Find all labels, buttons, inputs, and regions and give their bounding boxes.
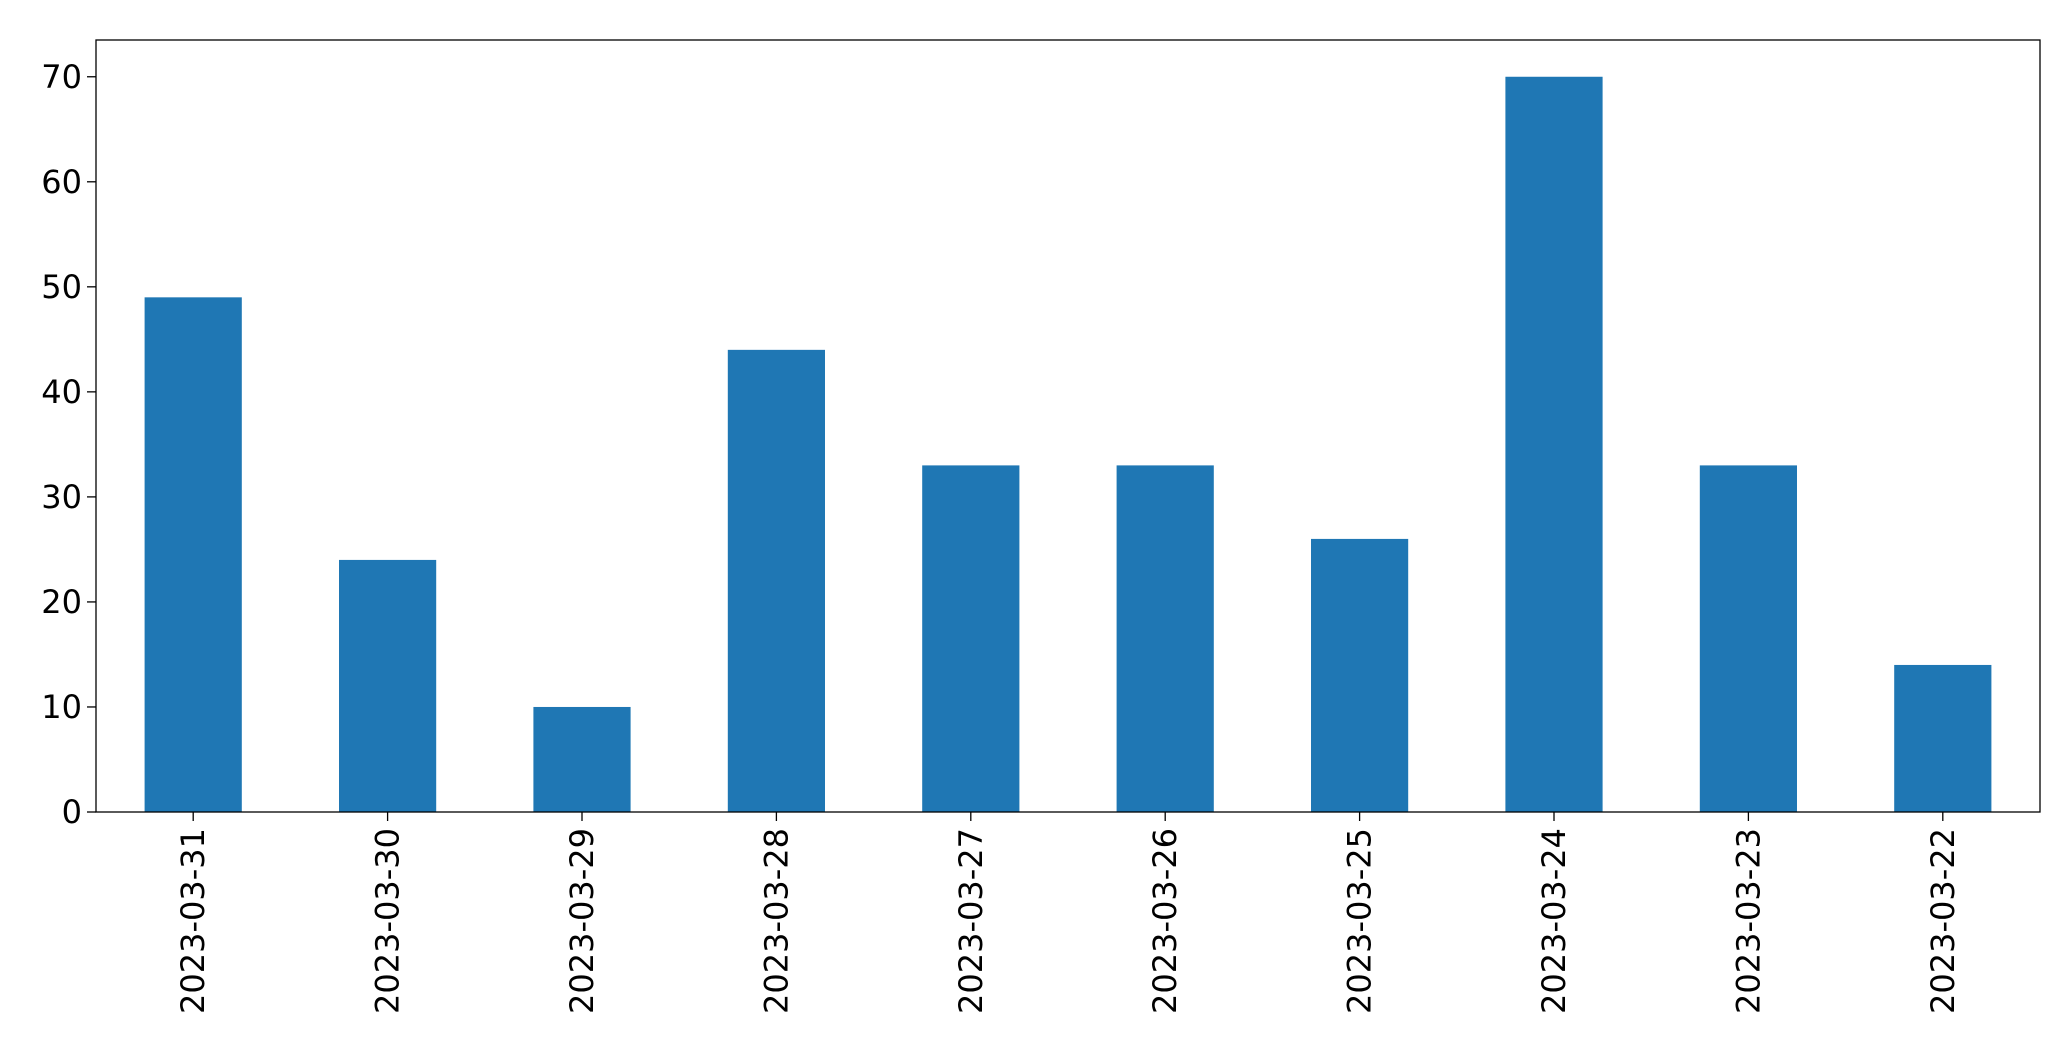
bar (144, 297, 242, 812)
x-tick-label: 2023-03-27 (952, 828, 990, 1014)
y-tick-label: 0 (62, 793, 82, 831)
x-tick-label: 2023-03-28 (757, 828, 795, 1014)
x-tick-label: 2023-03-22 (1924, 828, 1962, 1014)
y-tick-label: 30 (41, 478, 82, 516)
bar (727, 349, 825, 812)
y-tick-label: 70 (41, 58, 82, 96)
bar (1505, 76, 1603, 812)
bar (922, 465, 1020, 812)
y-tick-label: 40 (41, 373, 82, 411)
x-tick-label: 2023-03-29 (563, 828, 601, 1014)
bar (1699, 465, 1797, 812)
bar (533, 706, 631, 812)
bar (1894, 664, 1992, 812)
x-tick-label: 2023-03-23 (1729, 828, 1767, 1014)
bar (339, 559, 437, 812)
y-tick-label: 10 (41, 688, 82, 726)
y-tick-label: 60 (41, 163, 82, 201)
x-tick-label: 2023-03-25 (1341, 828, 1379, 1014)
x-tick-label: 2023-03-24 (1535, 828, 1573, 1014)
bar (1116, 465, 1214, 812)
x-tick-label: 2023-03-26 (1146, 828, 1184, 1014)
y-tick-label: 50 (41, 268, 82, 306)
bar (1311, 538, 1409, 812)
x-tick-label: 2023-03-31 (174, 828, 212, 1014)
y-tick-label: 20 (41, 583, 82, 621)
axes-frame (95, 39, 2041, 813)
x-tick-label: 2023-03-30 (369, 828, 407, 1014)
